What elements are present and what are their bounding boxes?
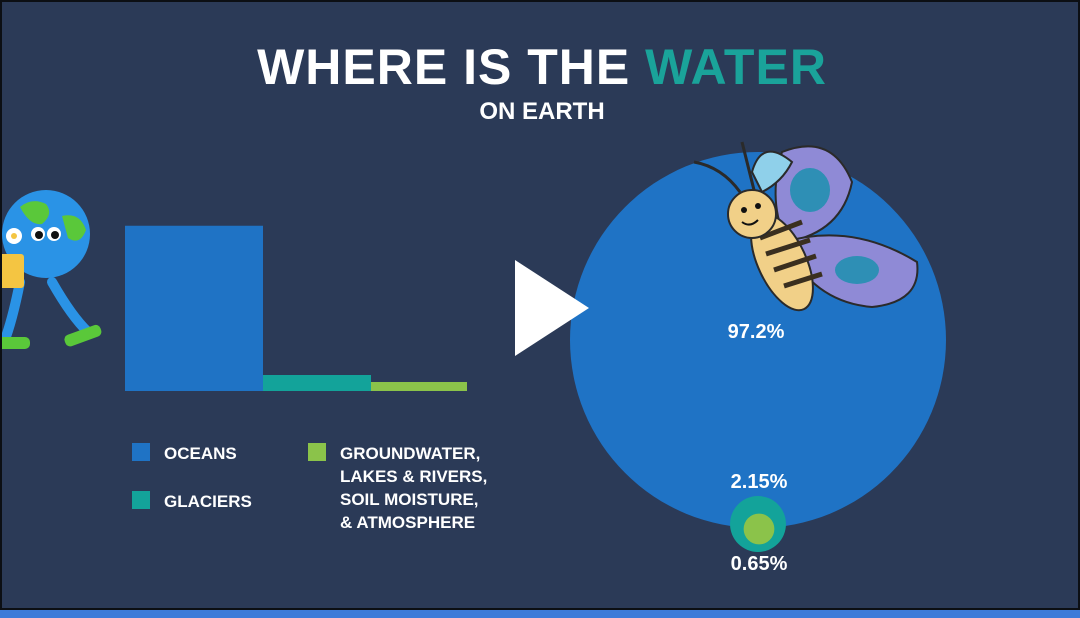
page-title: WHERE IS THE WATER bbox=[2, 38, 1078, 96]
label-groundwater-pct: 0.65% bbox=[731, 553, 788, 575]
video-progress-bar[interactable] bbox=[0, 610, 1080, 618]
play-button[interactable] bbox=[507, 260, 597, 360]
title-part-1: WHERE IS THE bbox=[257, 39, 646, 95]
legend-label-oceans: OCEANS bbox=[164, 444, 237, 463]
butterfly-illustration bbox=[693, 141, 919, 312]
earth-mascot-illustration bbox=[2, 190, 102, 349]
bar-groundwater bbox=[371, 382, 467, 391]
infographic-chart: OCEANS GLACIERS GROUNDWATER, LAKES & RIV… bbox=[2, 141, 946, 575]
bar-glaciers bbox=[263, 375, 371, 391]
play-icon bbox=[515, 260, 589, 356]
legend-label-groundwater-3: SOIL MOISTURE, bbox=[340, 490, 479, 509]
legend-label-glaciers: GLACIERS bbox=[164, 492, 252, 511]
legend-swatch-groundwater bbox=[308, 443, 326, 461]
page-subtitle: ON EARTH bbox=[479, 98, 605, 125]
legend-swatch-glaciers bbox=[132, 491, 150, 509]
legend-label-groundwater-4: & ATMOSPHERE bbox=[340, 513, 475, 532]
bar-oceans bbox=[125, 225, 263, 391]
legend-label-groundwater-1: GROUNDWATER, bbox=[340, 444, 480, 463]
label-oceans-pct: 97.2% bbox=[728, 321, 785, 343]
label-glaciers-pct: 2.15% bbox=[731, 471, 788, 493]
bar-series bbox=[125, 225, 467, 391]
circle-groundwater bbox=[743, 513, 775, 545]
legend: OCEANS GLACIERS GROUNDWATER, LAKES & RIV… bbox=[132, 443, 487, 532]
legend-label-groundwater-2: LAKES & RIVERS, bbox=[340, 467, 487, 486]
title-accent: WATER bbox=[645, 39, 827, 95]
legend-swatch-oceans bbox=[132, 443, 150, 461]
